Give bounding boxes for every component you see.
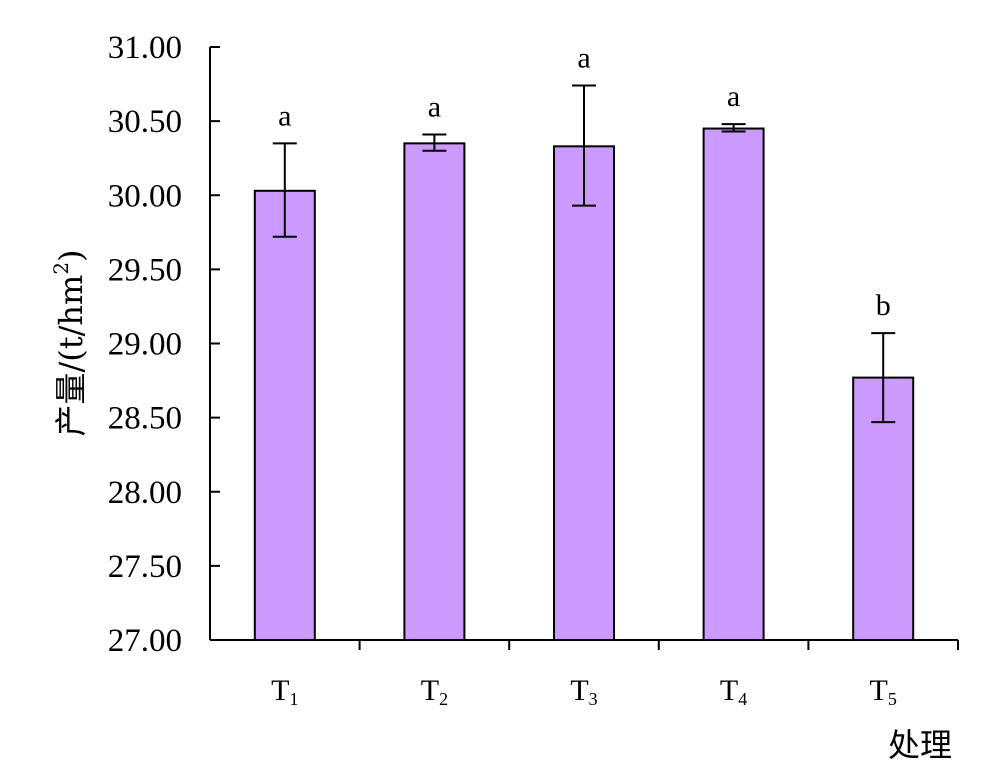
significance-letter: a bbox=[577, 42, 590, 75]
y-tick-label: 30.00 bbox=[108, 178, 182, 214]
x-tick-label-sub: 3 bbox=[589, 689, 598, 709]
x-tick-label: T4 bbox=[720, 674, 747, 709]
y-axis-title-close: ) bbox=[52, 249, 90, 261]
y-tick-label: 30.50 bbox=[108, 104, 182, 140]
x-tick-label: T3 bbox=[570, 674, 597, 709]
x-tick-label-sub: 5 bbox=[888, 689, 897, 709]
y-tick-label: 29.00 bbox=[108, 327, 182, 363]
x-tick-label: T2 bbox=[421, 674, 448, 709]
x-tick-label-sub: 1 bbox=[289, 689, 298, 709]
x-tick-label-base: T bbox=[570, 674, 588, 707]
x-tick-label-base: T bbox=[271, 674, 289, 707]
y-tick-label: 27.00 bbox=[108, 623, 182, 659]
bar bbox=[403, 142, 466, 642]
y-tick-label: 28.00 bbox=[108, 475, 182, 511]
bar bbox=[253, 189, 316, 642]
significance-letter: a bbox=[278, 99, 291, 132]
bar bbox=[702, 127, 765, 641]
x-tick-label: T5 bbox=[870, 674, 897, 709]
error-bars-group bbox=[272, 84, 896, 424]
y-tick-label: 27.50 bbox=[108, 549, 182, 585]
x-tick-label-base: T bbox=[720, 674, 738, 707]
x-axis-title: 处理 bbox=[888, 726, 952, 764]
x-tick-label-sub: 2 bbox=[439, 689, 448, 709]
y-axis-title-main: 产量/(t/hm bbox=[52, 275, 90, 437]
bar bbox=[553, 145, 615, 641]
significance-letter: a bbox=[428, 90, 441, 123]
significance-letter: a bbox=[727, 80, 740, 113]
significance-letter: b bbox=[876, 289, 891, 322]
y-axis-ticks: 27.00 27.50 28.00 28.50 29.00 29.50 30.00 30.50… bbox=[108, 30, 220, 659]
x-tick-label: T1 bbox=[271, 674, 298, 709]
bars-group bbox=[253, 127, 915, 642]
x-tick-label-base: T bbox=[870, 674, 888, 707]
y-axis-title: 产量/(t/hm2) bbox=[49, 249, 90, 436]
y-axis-title-sup: 2 bbox=[49, 262, 73, 275]
x-tick-label-sub: 4 bbox=[738, 689, 747, 709]
y-tick-label: 28.50 bbox=[108, 401, 182, 437]
y-tick-label: 31.00 bbox=[108, 30, 182, 66]
y-tick-label: 29.50 bbox=[108, 252, 182, 288]
x-tick-label-base: T bbox=[421, 674, 439, 707]
x-axis-ticks: T1 T2 T3 T4 T5 bbox=[271, 640, 959, 709]
significance-labels: a a a a b bbox=[278, 42, 891, 323]
